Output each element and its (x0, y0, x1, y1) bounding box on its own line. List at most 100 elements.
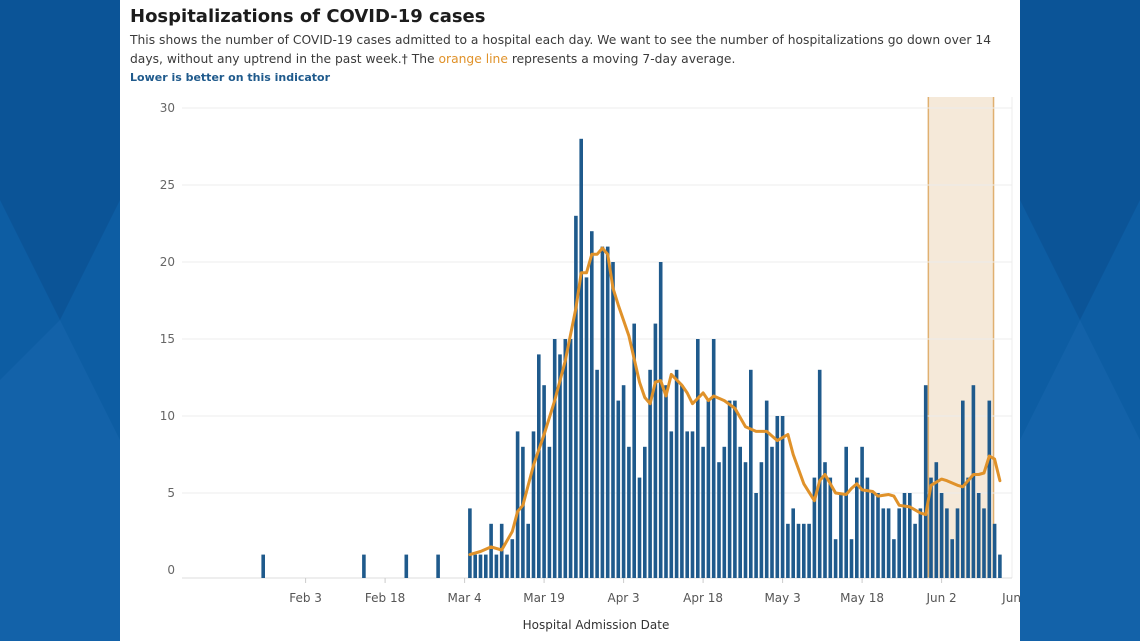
indicator-note: Lower is better on this indicator (130, 71, 331, 84)
bar (473, 554, 477, 578)
bar (261, 554, 265, 578)
bar (690, 431, 695, 578)
bar (706, 400, 711, 578)
moving-average-line (468, 246, 1002, 557)
bar (643, 446, 647, 578)
bar (674, 369, 679, 578)
bar (696, 339, 700, 578)
bar (807, 523, 811, 578)
y-tick-label: 5 (167, 486, 175, 500)
bar (621, 385, 626, 578)
bar (855, 477, 859, 578)
bar (945, 508, 949, 578)
bar (627, 446, 631, 578)
bar (998, 554, 1002, 578)
bar (436, 554, 440, 578)
bar (658, 262, 663, 578)
bar (966, 477, 970, 578)
bar (833, 539, 838, 578)
bar (992, 523, 997, 578)
bar (685, 431, 689, 578)
bar (404, 554, 409, 578)
bar (727, 400, 732, 578)
bar (817, 369, 822, 578)
bar (738, 446, 742, 578)
bar (754, 493, 758, 578)
bar (812, 477, 817, 578)
bar (478, 554, 483, 578)
bar (987, 400, 992, 578)
x-tick-label: May 3 (764, 591, 800, 605)
chart-description: This shows the number of COVID-19 cases … (130, 31, 1010, 69)
bar (759, 462, 764, 578)
bar (547, 446, 552, 578)
y-tick-label: 30 (160, 101, 175, 115)
bar (600, 246, 605, 578)
bar (489, 523, 493, 578)
bar (870, 493, 875, 578)
x-tick-label: Apr 18 (683, 591, 723, 605)
bar (558, 354, 562, 578)
bar (669, 431, 674, 578)
bar (664, 385, 668, 578)
bar (494, 554, 499, 578)
bar (892, 539, 896, 578)
bar (590, 231, 594, 578)
bar (881, 508, 886, 578)
bar (950, 539, 954, 578)
bar (764, 400, 769, 578)
bar (574, 215, 578, 579)
bar (510, 539, 515, 578)
x-axis-title: Hospital Admission Date (523, 618, 670, 632)
bar (468, 508, 472, 578)
bar (616, 400, 621, 578)
x-tick-label: May 18 (840, 591, 884, 605)
x-tick-label: Feb 3 (289, 591, 322, 605)
orange-line-highlight: orange line (438, 52, 508, 66)
bar (886, 508, 891, 578)
bar (918, 508, 923, 578)
chart-panel: Hospitalizations of COVID-19 cases This … (120, 0, 1020, 641)
bar (913, 523, 917, 578)
x-tick-label: Feb 18 (365, 591, 405, 605)
bar (786, 523, 790, 578)
bar (791, 508, 795, 578)
bar (484, 554, 488, 578)
bar (982, 508, 986, 578)
x-tick-label: Apr 3 (607, 591, 639, 605)
bar (770, 446, 774, 578)
chart-title: Hospitalizations of COVID-19 cases (130, 6, 486, 27)
bar (828, 477, 833, 578)
bar (860, 446, 864, 578)
y-tick-label: 10 (160, 409, 175, 423)
bar (579, 138, 583, 579)
bar (733, 400, 737, 578)
y-tick-label: 15 (160, 332, 175, 346)
y-tick-label: 25 (160, 178, 175, 192)
bar (865, 477, 870, 578)
bar (796, 523, 801, 578)
bar (802, 523, 806, 578)
bar (632, 323, 636, 578)
bar (605, 246, 610, 578)
bar (648, 369, 652, 578)
bar (722, 446, 727, 578)
hospitalizations-chart: 0 5 10 15 20 25 30 Feb 3 Feb 18 Mar 4 Mar 19 Apr 3 A… (160, 97, 1020, 632)
description-text-start: This shows the number of COVID-19 cases … (130, 33, 992, 66)
bar (637, 477, 642, 578)
bar (717, 462, 721, 578)
y-tick-label: 20 (160, 255, 175, 269)
bar (823, 462, 827, 578)
bar (563, 339, 568, 578)
description-text-end: represents a moving 7-day average. (507, 52, 736, 66)
x-tick-label: Jun 17 (1001, 591, 1020, 605)
bar (542, 385, 546, 578)
bar (711, 339, 716, 578)
bar (521, 446, 525, 578)
bar (526, 523, 530, 578)
bar (584, 277, 589, 578)
bar (552, 339, 557, 578)
x-tick-label: Jun 2 (925, 591, 956, 605)
bar (908, 493, 912, 578)
bar (505, 554, 509, 578)
